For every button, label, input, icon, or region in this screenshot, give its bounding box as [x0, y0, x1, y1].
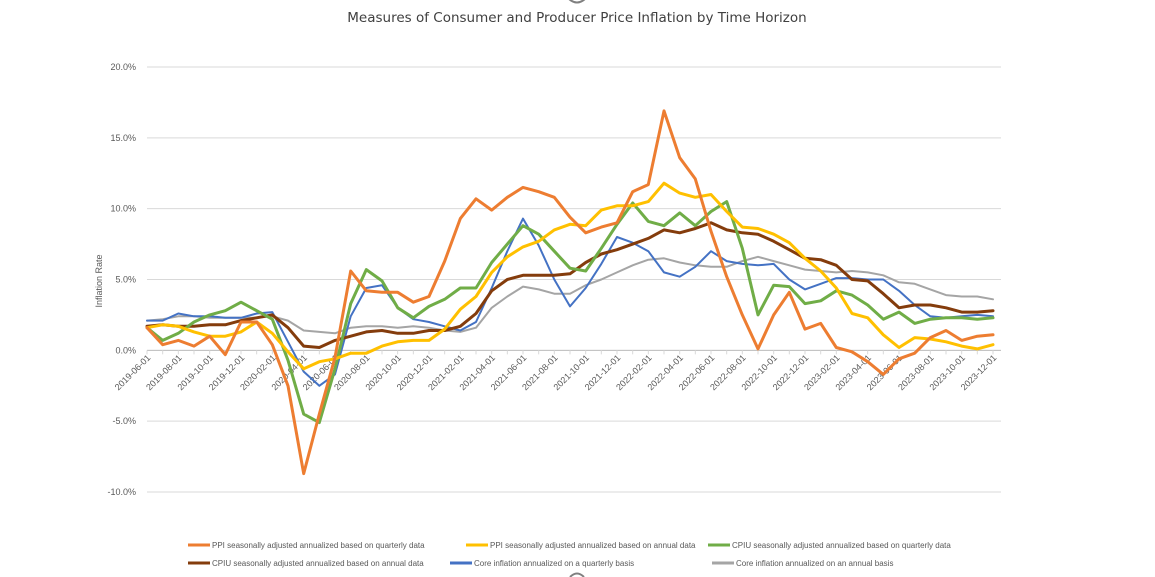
bottom-handle-icon[interactable]	[569, 572, 585, 577]
legend-item: CPIU seasonally adjusted annualized base…	[708, 541, 951, 550]
legend-label: Core inflation annualized on a quarterly…	[474, 559, 634, 568]
legend-item: CPIU seasonally adjusted annualized base…	[188, 559, 424, 568]
legend: PPI seasonally adjusted annualized based…	[188, 541, 951, 568]
legend-label: Core inflation annualized on an annual b…	[736, 559, 893, 568]
y-axis: 20.0% 15.0% 10.0% 5.0% 0.0% -5.0% -10.0%	[107, 62, 136, 497]
y-tick-label: 10.0%	[110, 204, 136, 214]
y-tick-label: -5.0%	[112, 416, 136, 426]
legend-label: PPI seasonally adjusted annualized based…	[212, 541, 425, 550]
y-tick-label: -10.0%	[107, 487, 136, 497]
y-axis-label: Inflation Rate	[94, 254, 104, 307]
series-lines	[145, 109, 995, 476]
y-tick-label: 15.0%	[110, 133, 136, 143]
legend-item: Core inflation annualized on a quarterly…	[450, 559, 634, 568]
y-tick-label: 0.0%	[115, 345, 136, 355]
series-line-5	[146, 255, 994, 335]
x-axis: 2019-06-012019-08-012019-10-012019-12-01…	[113, 349, 1001, 392]
chart-title: Measures of Consumer and Producer Price …	[347, 10, 806, 26]
legend-item: PPI seasonally adjusted annualized based…	[466, 541, 696, 550]
series-line-0	[145, 109, 995, 476]
y-tick-label: 5.0%	[115, 275, 136, 285]
legend-label: PPI seasonally adjusted annualized based…	[490, 541, 696, 550]
series-line-2	[145, 200, 995, 425]
y-tick-label: 20.0%	[110, 62, 136, 72]
top-handle-icon[interactable]	[568, 0, 586, 4]
legend-item: PPI seasonally adjusted annualized based…	[188, 541, 425, 550]
legend-label: CPIU seasonally adjusted annualized base…	[212, 559, 424, 568]
series-line-1	[145, 181, 995, 371]
legend-label: CPIU seasonally adjusted annualized base…	[732, 541, 951, 550]
series-line-3	[145, 221, 995, 349]
legend-item: Core inflation annualized on an annual b…	[712, 559, 893, 568]
